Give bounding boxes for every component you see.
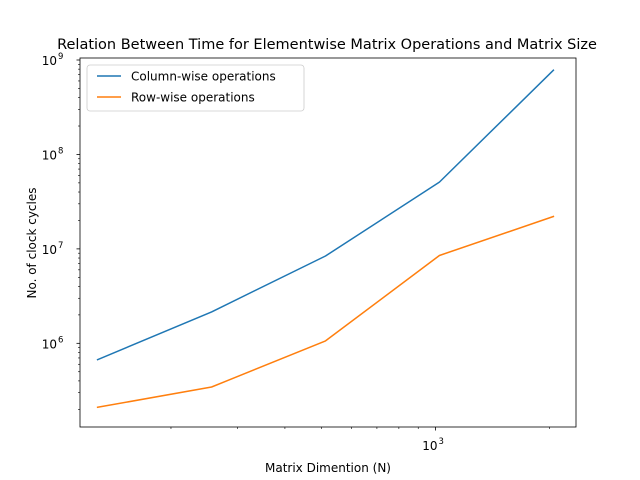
legend-label-row-wise: Row-wise operations	[131, 91, 255, 105]
y-tick-label-2: 10	[42, 148, 57, 162]
axis-ticks: 10 610 710 810 910 3	[42, 52, 550, 453]
chart-title: Relation Between Time for Elementwise Ma…	[57, 37, 597, 53]
y-tick-exp-3: 9	[58, 52, 63, 62]
legend-box	[86, 64, 305, 112]
y-tick-exp-1: 7	[58, 241, 63, 251]
series-line-0	[96, 69, 555, 361]
y-axis-label: No. of clock cycles	[25, 187, 39, 298]
x-axis-label: Matrix Dimention (N)	[265, 461, 391, 475]
plot-area	[79, 57, 577, 428]
x-tick-label-0: 10	[422, 439, 437, 453]
y-tick-exp-0: 6	[58, 335, 63, 345]
series-lines	[96, 69, 555, 409]
legend-label-column-wise: Column-wise operations	[131, 70, 276, 84]
legend: Column-wise operations Row-wise operatio…	[86, 64, 305, 112]
y-tick-label-0: 10	[42, 337, 57, 351]
series-line-1	[96, 215, 555, 409]
y-tick-exp-2: 8	[58, 146, 63, 156]
y-tick-label-1: 10	[42, 243, 57, 257]
x-tick-exp-0: 3	[439, 437, 444, 447]
y-tick-label-3: 10	[42, 54, 57, 68]
